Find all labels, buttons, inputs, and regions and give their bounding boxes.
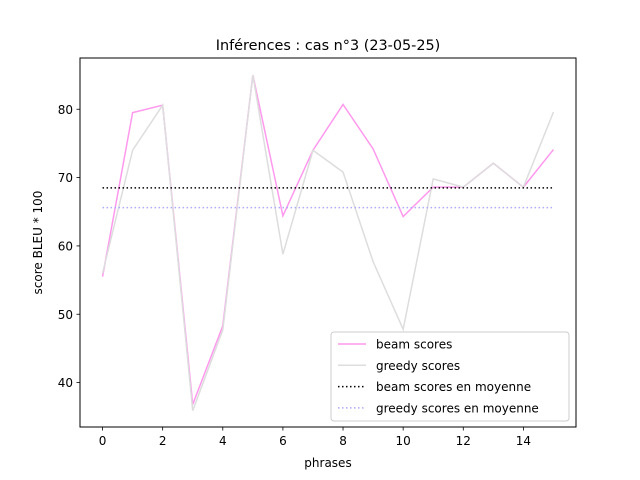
y-tick-label: 80 — [58, 103, 73, 117]
y-tick-label: 70 — [58, 171, 73, 185]
x-tick-label: 14 — [516, 434, 531, 448]
legend-box — [330, 331, 570, 422]
x-tick-label: 2 — [159, 434, 167, 448]
legend: beam scores greedy scores beam scores en m… — [330, 331, 570, 422]
x-tick-label: 8 — [339, 434, 347, 448]
x-tick-label: 12 — [456, 434, 471, 448]
y-tick-label: 50 — [58, 308, 73, 322]
series-layer — [101, 74, 555, 411]
legend-label: greedy scores — [376, 359, 460, 373]
y-axis: 40 50 60 70 80 — [58, 103, 80, 390]
legend-label: beam scores en moyenne — [376, 380, 531, 394]
x-axis-label: phrases — [304, 456, 351, 470]
chart-title: Inférences : cas n°3 (23-05-25) — [216, 38, 441, 54]
x-tick-label: 6 — [279, 434, 287, 448]
y-tick-label: 60 — [58, 239, 73, 253]
x-tick-label: 0 — [99, 434, 107, 448]
plot-frame — [79, 57, 577, 428]
legend-label: greedy scores en moyenne — [376, 401, 539, 415]
y-axis-label: score BLEU * 100 — [31, 191, 45, 295]
x-tick-label: 10 — [396, 434, 411, 448]
y-tick-label: 40 — [58, 376, 73, 390]
x-axis: 0 2 4 6 8 10 12 14 — [99, 427, 531, 448]
x-tick-label: 4 — [219, 434, 227, 448]
series-line-greedy-scores — [101, 74, 555, 411]
legend-label: beam scores — [376, 338, 452, 352]
